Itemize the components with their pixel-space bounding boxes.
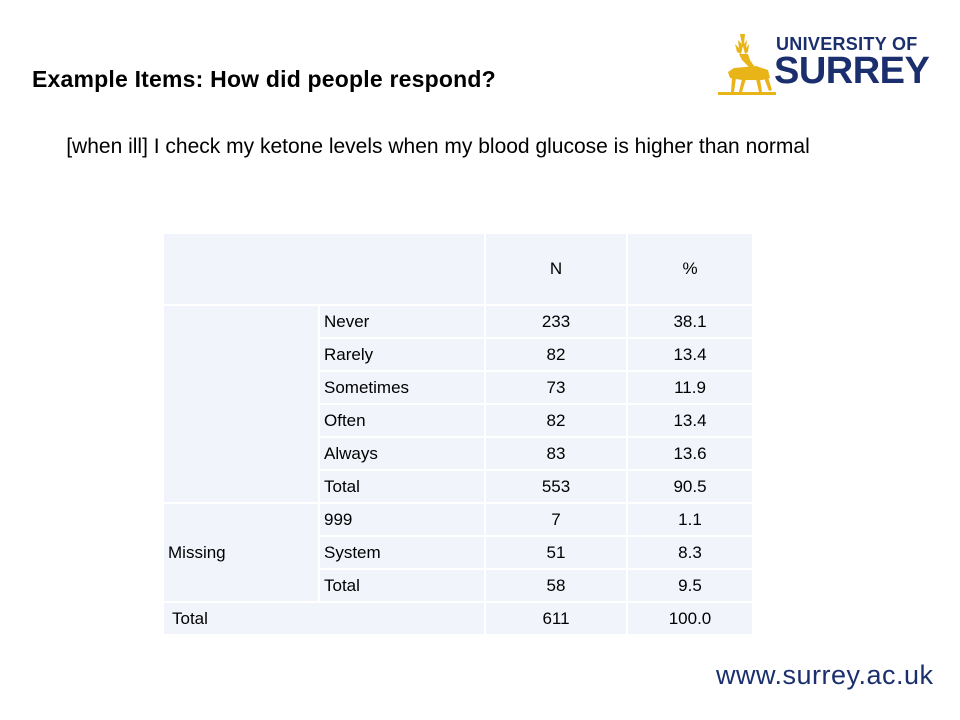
logo-text-university-of: UNIVERSITY OF (776, 34, 918, 54)
grand-total-n: 611 (484, 601, 628, 636)
row-n: 553 (484, 469, 628, 504)
row-percent: 13.4 (626, 403, 754, 438)
row-percent: 90.5 (626, 469, 754, 504)
row-n: 233 (484, 304, 628, 339)
response-frequency-table: N % Never 233 38.1 Rarely 82 13.4 Someti… (162, 232, 754, 636)
row-percent: 38.1 (626, 304, 754, 339)
table-row: Rarely 82 13.4 (163, 337, 754, 372)
stag-icon (718, 34, 776, 95)
table-row: Sometimes 73 11.9 (163, 370, 754, 405)
table-row: Total 553 90.5 (163, 469, 754, 504)
row-n: 7 (484, 502, 628, 537)
row-label: Rarely (318, 337, 486, 372)
row-percent: 13.4 (626, 337, 754, 372)
table-row: System 51 8.3 (163, 535, 754, 570)
header-n: N (484, 232, 628, 306)
row-label: Always (318, 436, 486, 471)
row-label: Total (318, 469, 486, 504)
table-row: Missing 999 7 1.1 (162, 502, 754, 603)
row-label: Total (318, 568, 486, 603)
grand-total-row: Total 611 100.0 (162, 601, 754, 636)
row-label: Never (318, 304, 486, 339)
row-label: Sometimes (318, 370, 486, 405)
row-label: System (318, 535, 486, 570)
header-percent: % (626, 232, 754, 306)
row-n: 73 (484, 370, 628, 405)
row-n: 83 (484, 436, 628, 471)
row-label: Often (318, 403, 486, 438)
valid-group-cell (162, 304, 320, 504)
table-row: Always 83 13.6 (163, 436, 754, 471)
university-logo: UNIVERSITY OF SURREY (712, 30, 932, 100)
missing-group-label: Missing (162, 502, 320, 603)
row-percent: 9.5 (626, 568, 754, 603)
row-n: 51 (484, 535, 628, 570)
table-row: Total 58 9.5 (163, 568, 754, 603)
footer-url: www.surrey.ac.uk (716, 660, 934, 690)
row-percent: 1.1 (626, 502, 754, 537)
row-percent: 8.3 (626, 535, 754, 570)
row-percent: 11.9 (626, 370, 754, 405)
grand-total-label: Total (162, 601, 486, 636)
row-n: 82 (484, 403, 628, 438)
slide-title: Example Items: How did people respond? (32, 66, 496, 92)
table-header-row: N % (162, 232, 754, 306)
survey-question: [when ill] I check my ketone levels when… (66, 135, 810, 158)
table-row: Never 233 38.1 (162, 304, 754, 504)
table-row: Often 82 13.4 (163, 403, 754, 438)
row-label: 999 (318, 502, 486, 537)
grand-total-percent: 100.0 (626, 601, 754, 636)
row-n: 58 (484, 568, 628, 603)
header-empty-cell (162, 232, 486, 306)
row-percent: 13.6 (626, 436, 754, 471)
logo-text-surrey: SURREY (774, 50, 930, 92)
row-n: 82 (484, 337, 628, 372)
